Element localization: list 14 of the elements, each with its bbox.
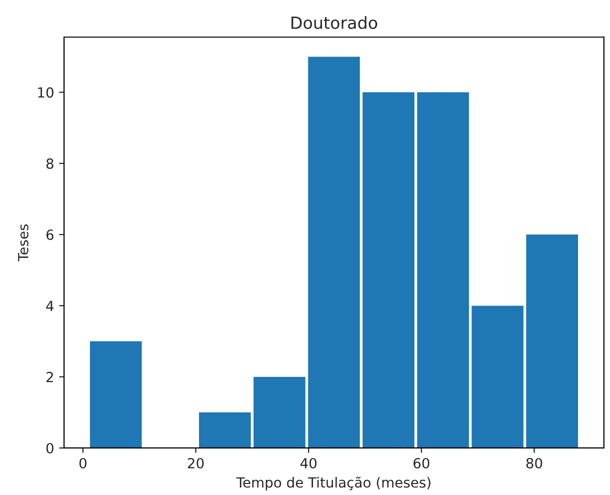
x-tick-label: 40: [300, 458, 317, 468]
y-axis-title: Teses: [18, 224, 28, 262]
y-tick-label: 6: [46, 230, 54, 240]
x-tick-label: 60: [414, 458, 430, 468]
y-tick-label: 8: [46, 158, 54, 169]
y-tick-label: 2: [46, 372, 53, 382]
x-tick-label: 20: [188, 458, 204, 468]
x-tick-label: 0: [79, 458, 86, 468]
y-tick-label: 10: [38, 87, 54, 98]
y-tick-label: 4: [46, 300, 54, 311]
chart-title: Doutorado: [292, 16, 378, 30]
x-tick-label: 80: [526, 458, 542, 468]
y-tick-label: 0: [46, 442, 54, 454]
x-axis-title: Tempo de Titulação (meses): [236, 476, 430, 490]
